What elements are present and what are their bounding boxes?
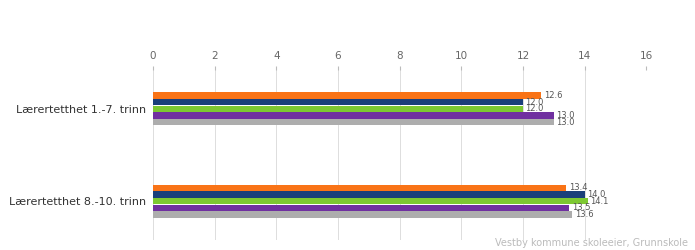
Text: 13.0: 13.0 <box>556 118 575 126</box>
Bar <box>153 106 523 112</box>
Bar <box>153 119 554 125</box>
Text: 13.6: 13.6 <box>575 210 594 219</box>
Bar <box>153 185 566 191</box>
Text: Vestby kommune skoleeier, Grunnskole: Vestby kommune skoleeier, Grunnskole <box>495 238 688 248</box>
Text: 13.4: 13.4 <box>569 184 587 192</box>
Bar <box>153 92 541 99</box>
Bar <box>153 192 584 198</box>
Bar <box>153 198 588 204</box>
Bar <box>153 112 554 118</box>
Text: 13.5: 13.5 <box>572 203 590 212</box>
Text: 14.0: 14.0 <box>587 190 605 199</box>
Text: 13.0: 13.0 <box>556 111 575 120</box>
Text: 12.0: 12.0 <box>525 98 543 107</box>
Text: 14.1: 14.1 <box>590 197 609 206</box>
Bar <box>153 205 569 211</box>
Bar <box>153 99 523 105</box>
Text: 12.0: 12.0 <box>525 104 543 113</box>
Bar <box>153 211 573 218</box>
Text: 12.6: 12.6 <box>544 91 562 100</box>
